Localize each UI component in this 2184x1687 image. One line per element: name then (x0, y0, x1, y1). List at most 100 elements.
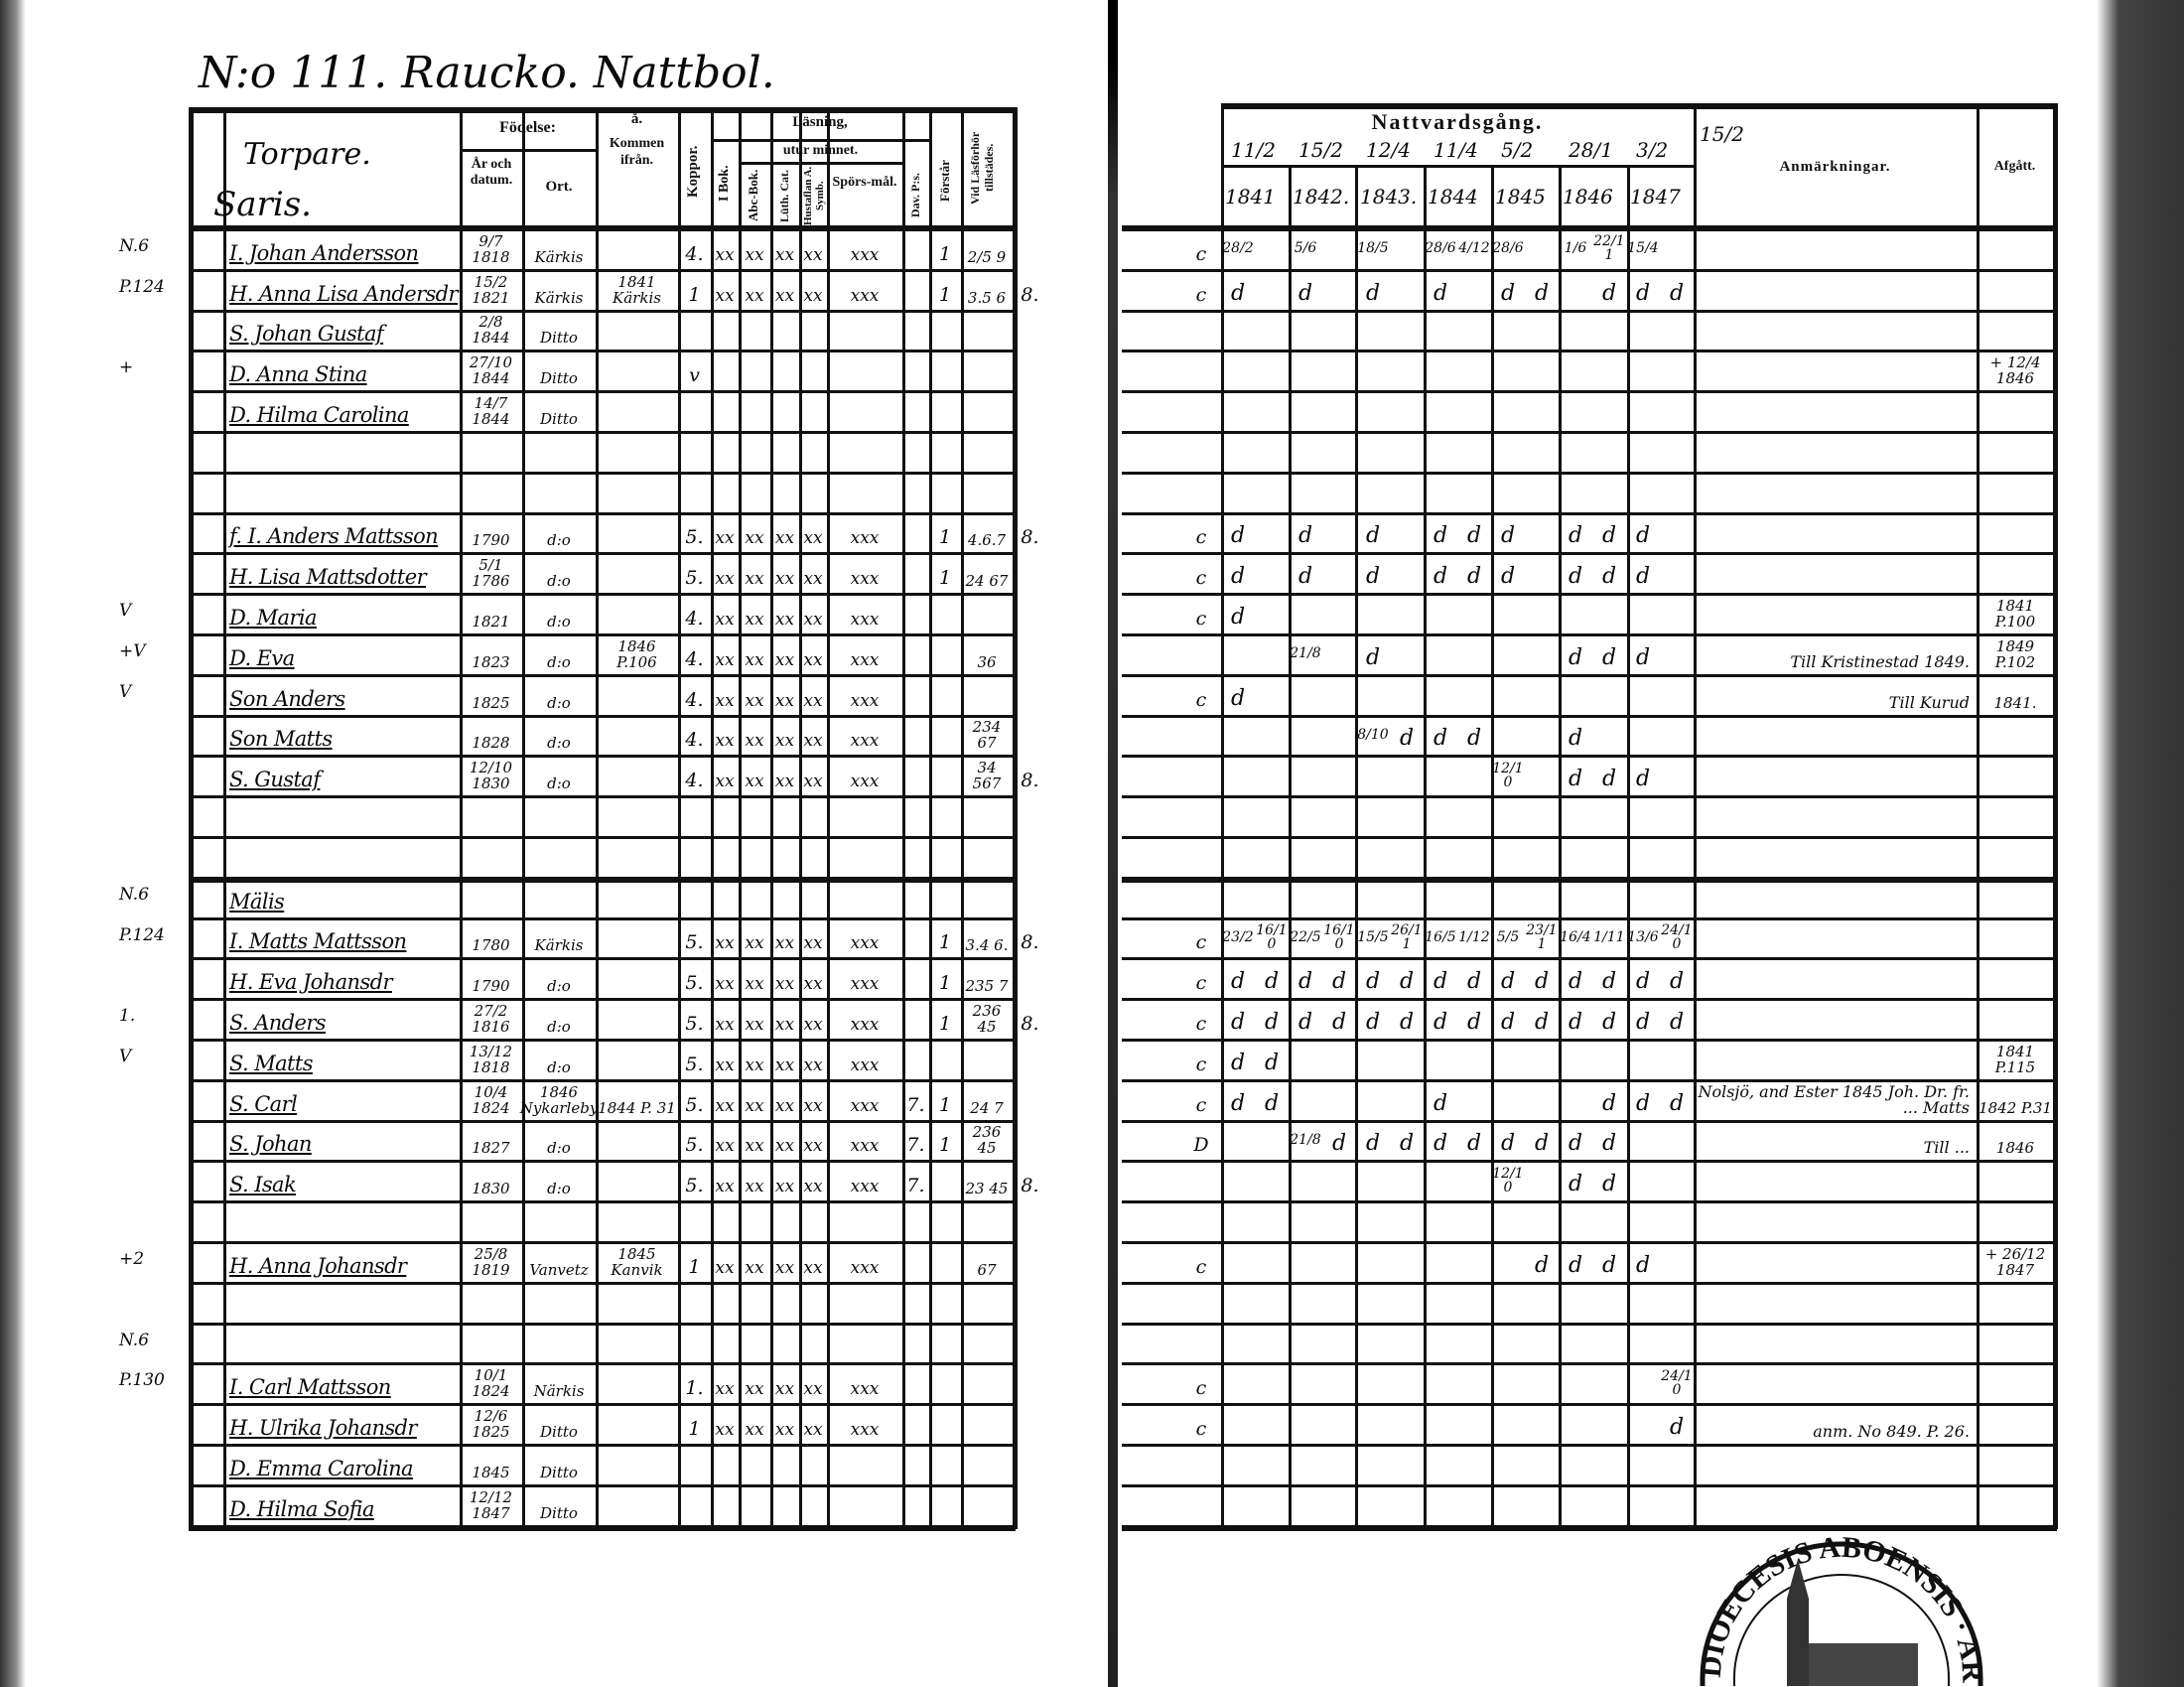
communion-mark: d (1568, 1009, 1583, 1035)
reading-mark: xxx (850, 1136, 880, 1157)
stamp-church-tower (1787, 1599, 1809, 1686)
communion-mark: 5/5 (1496, 928, 1520, 945)
attended-extra: 8. (1021, 770, 1039, 792)
birth-date: 1790 (472, 977, 510, 996)
communion-prefix: c (1195, 1012, 1207, 1035)
person-name: H. Eva Johansdr (229, 970, 393, 995)
communion-mark: d (1635, 523, 1651, 549)
right-row-divider (1122, 1483, 2057, 1487)
birth-place: d:o (547, 774, 571, 793)
communion-prefix: c (1195, 242, 1207, 265)
row-divider (189, 916, 1016, 920)
reading-mark: xx (715, 1419, 735, 1440)
communion-mark: d (1297, 969, 1313, 995)
smallpox-mark: 5. (685, 526, 704, 549)
reading-mark: xx (745, 1419, 764, 1440)
communion-mark: d (1297, 523, 1313, 549)
reading-mark: xx (745, 1136, 764, 1157)
birth-date: 10/4 1824 (472, 1082, 510, 1117)
table-row: S. Gustaf 12/10 1830 d:o 4. xx xx xx xx xxx 34 56… (0, 755, 1052, 795)
birth-date: 13/12 1818 (469, 1042, 513, 1076)
communion-mark: 23/2 (1222, 928, 1254, 945)
birth-date: 12/10 1830 (469, 759, 513, 793)
smallpox-mark: 5. (685, 1012, 704, 1035)
communion-mark: d (1433, 969, 1448, 995)
reading-mark: xx (774, 1095, 795, 1116)
communion-mark: d (1669, 1414, 1685, 1440)
table-row (0, 472, 1052, 512)
right-row-divider (1122, 350, 2057, 353)
table-row: +V D. Eva 1823 d:o 1846 P.106 4. xx xx xx xx xxx 36 (0, 633, 1052, 674)
right-row-divider (1122, 1039, 2057, 1042)
right-table-row (1122, 1323, 2057, 1363)
remark-text: Nolsjö, and Ester 1845 Joh. Dr. fr. ... … (1698, 1081, 1970, 1117)
reading-mark: xx (803, 1014, 823, 1035)
smallpox-mark: 4. (685, 607, 704, 630)
questions-header: Spörs-mål. (832, 175, 897, 190)
birth-subheader-line (460, 149, 596, 152)
table-row (0, 1200, 1052, 1241)
reading-mark: xx (715, 649, 735, 670)
communion-date-header: 15/2 (1298, 138, 1343, 162)
reading-mark: xx (715, 1095, 735, 1116)
table-row (0, 431, 1052, 472)
table-row: f. I. Anders Mattsson 1790 d:o 5. xx xx xx xx xx… (0, 512, 1052, 553)
birth-place: Ditto (540, 409, 578, 428)
person-name: D. Maria (229, 605, 318, 630)
communion-mark: 16/10 (1256, 921, 1288, 952)
table-row: 1. S. Anders 27/2 1816 d:o 5. xx xx xx xx xxx 1 236… (0, 998, 1052, 1039)
communion-mark: d (1568, 564, 1583, 590)
reading-mark: xxx (850, 1419, 880, 1440)
understands-mark: 1 (938, 567, 952, 590)
right-row-divider (1122, 755, 2057, 759)
stamp-inner-ring (1733, 1574, 1950, 1686)
smallpox-mark: 4. (685, 729, 704, 752)
smallpox-mark: 1 (688, 1417, 701, 1440)
reading-mark: xx (745, 1014, 764, 1035)
communion-mark: d (1331, 969, 1347, 995)
communion-mark: d (1534, 1252, 1550, 1278)
birth-place: d:o (547, 612, 571, 631)
communion-mark: d (1365, 644, 1381, 670)
reading-mark: xx (715, 609, 735, 630)
right-row-divider (1122, 1200, 2057, 1204)
table-row: + D. Anna Stina 27/10 1844 Ditto v (0, 350, 1052, 390)
remark-text: Till Kristinestad 1849. (1790, 651, 1970, 671)
margin-note: N.6 (119, 1330, 150, 1350)
communion-header: Nattvardsgång. (1371, 109, 1544, 134)
row-divider (189, 1241, 1016, 1244)
row-divider (189, 1362, 1016, 1366)
attended-marks: 34 567 (972, 759, 1002, 793)
right-table-row: + 12/4 1846 (1122, 350, 2057, 390)
communion-mark: d (1635, 564, 1651, 590)
reading-mark: xx (745, 569, 764, 590)
communion-mark: d (1466, 969, 1482, 995)
margin-note: P.130 (119, 1370, 165, 1391)
communion-mark: 5/6 (1294, 240, 1317, 257)
margin-note: P.124 (119, 276, 165, 297)
year-header: 1845 (1495, 185, 1546, 209)
come-from: 1846 P.106 (616, 636, 657, 671)
person-name: f. I. Anders Mattsson (229, 524, 439, 549)
birth-place: d:o (547, 977, 571, 996)
communion-mark: d (1534, 1131, 1550, 1157)
reading-mark: xx (774, 933, 795, 954)
stamp-outer-ring (1700, 1541, 1983, 1686)
reading-mark: xx (803, 244, 823, 265)
communion-mark: 15/4 (1627, 240, 1659, 257)
departed-note: 1846 (1995, 1139, 2035, 1158)
right-row-divider (1122, 1078, 2057, 1082)
communion-mark: d (1534, 969, 1550, 995)
right-row-divider (1122, 876, 2057, 883)
communion-mark: d (1669, 969, 1685, 995)
row-divider (189, 1403, 1016, 1407)
come-from-header: Kommen ifrån. (609, 136, 665, 168)
reading-mark: xx (715, 528, 735, 549)
year-header: 1844 (1428, 185, 1478, 209)
attended-marks: 24 67 (965, 572, 1009, 591)
right-column-divider (2053, 103, 2058, 1529)
smallpox-mark: 5. (685, 1175, 704, 1197)
birth-place: d:o (547, 693, 571, 712)
column-divider (799, 107, 802, 1529)
reading-mark: xxx (850, 1054, 880, 1075)
